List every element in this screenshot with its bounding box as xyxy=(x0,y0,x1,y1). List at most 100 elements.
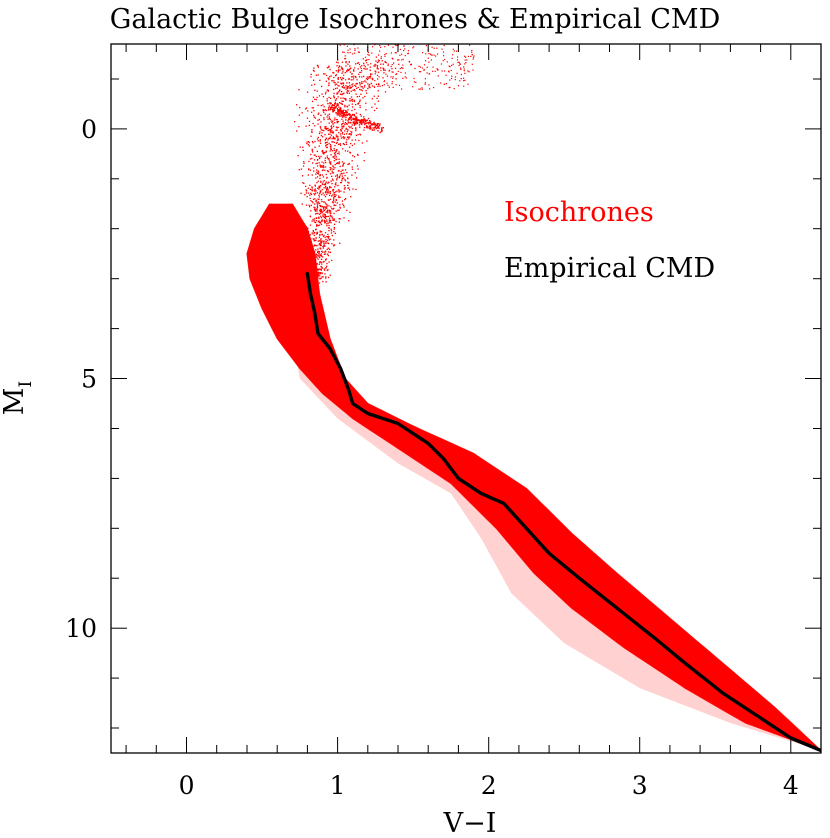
giant-branch-point xyxy=(324,221,325,222)
upper-giant-point xyxy=(424,64,425,65)
giant-branch-point xyxy=(319,252,320,253)
giant-branch-point xyxy=(322,130,323,131)
giant-branch-point xyxy=(310,210,311,211)
giant-branch-point xyxy=(339,243,340,244)
upper-giant-point xyxy=(432,71,433,72)
giant-branch-point xyxy=(312,261,313,262)
giant-branch-point xyxy=(377,78,378,79)
giant-branch-point xyxy=(355,139,356,140)
upper-giant-point xyxy=(391,66,392,67)
giant-branch-point xyxy=(334,196,335,197)
giant-branch-point xyxy=(337,185,338,186)
giant-branch-point xyxy=(323,117,324,118)
upper-giant-point xyxy=(471,50,472,51)
giant-branch-point xyxy=(325,184,326,185)
upper-giant-point xyxy=(435,56,436,57)
giant-branch-point xyxy=(333,200,334,201)
giant-branch-point xyxy=(331,80,332,81)
giant-branch-point xyxy=(363,68,364,69)
giant-branch-point xyxy=(346,139,347,140)
giant-branch-point xyxy=(358,140,359,141)
giant-branch-point xyxy=(334,229,335,230)
upper-giant-point xyxy=(379,51,380,52)
giant-branch-point xyxy=(316,232,317,233)
giant-branch-point xyxy=(345,72,346,73)
giant-branch-point xyxy=(319,178,320,179)
upper-giant-point xyxy=(386,62,387,63)
giant-branch-point xyxy=(326,204,327,205)
giant-branch-point xyxy=(334,160,335,161)
giant-branch-point xyxy=(337,210,338,211)
giant-branch-point xyxy=(320,216,321,217)
isochrone-curve xyxy=(282,204,817,748)
giant-branch-point xyxy=(329,69,330,70)
giant-branch-point xyxy=(314,125,315,126)
giant-branch-point xyxy=(377,98,378,99)
giant-branch-point xyxy=(303,150,304,151)
isochrone-curve xyxy=(284,204,817,748)
giant-branch-point xyxy=(324,128,325,129)
upper-giant-point xyxy=(406,77,407,78)
giant-branch-point xyxy=(313,238,314,239)
giant-branch-point xyxy=(317,277,318,278)
giant-branch-point xyxy=(331,183,332,184)
giant-branch-point xyxy=(323,243,324,244)
giant-branch-point xyxy=(314,154,315,155)
giant-branch-point xyxy=(357,134,358,135)
upper-giant-point xyxy=(443,51,444,52)
giant-branch-point xyxy=(320,266,321,267)
giant-branch-point xyxy=(342,126,343,127)
giant-branch-point xyxy=(328,78,329,79)
giant-branch-point xyxy=(335,88,336,89)
giant-branch-point xyxy=(347,129,348,130)
giant-branch-point xyxy=(337,85,338,86)
upper-giant-point xyxy=(392,81,393,82)
giant-branch-point xyxy=(342,132,343,133)
giant-branch-point xyxy=(320,239,321,240)
giant-branch-point xyxy=(328,230,329,231)
upper-giant-point xyxy=(440,82,441,83)
giant-branch-point xyxy=(345,129,346,130)
upper-giant-point xyxy=(351,76,352,77)
giant-branch-point xyxy=(343,205,344,206)
giant-branch-point xyxy=(334,117,335,118)
x-tick-label: 2 xyxy=(481,771,497,800)
red-clump-point xyxy=(345,119,346,120)
giant-branch-point xyxy=(321,206,322,207)
giant-branch-point xyxy=(333,131,334,132)
isochrone-curve xyxy=(290,204,818,748)
upper-giant-point xyxy=(345,55,346,56)
x-tick-label: 0 xyxy=(179,771,195,800)
upper-giant-point xyxy=(396,52,397,53)
giant-branch-point xyxy=(320,181,321,182)
upper-giant-point xyxy=(465,60,466,61)
giant-branch-point xyxy=(385,70,386,71)
red-clump-point xyxy=(380,132,381,133)
giant-branch-point xyxy=(352,124,353,125)
giant-branch-point xyxy=(312,150,313,151)
giant-branch-point xyxy=(343,121,344,122)
giant-branch-point xyxy=(340,207,341,208)
giant-branch-point xyxy=(327,191,328,192)
giant-branch-point xyxy=(336,127,337,128)
giant-branch-point xyxy=(347,109,348,110)
giant-branch-point xyxy=(320,209,321,210)
giant-branch-point xyxy=(343,143,344,144)
giant-branch-point xyxy=(317,65,318,66)
giant-branch-point xyxy=(342,77,343,78)
giant-branch-point xyxy=(307,242,308,243)
giant-branch-point xyxy=(319,269,320,270)
upper-giant-point xyxy=(384,54,385,55)
giant-branch-point xyxy=(327,242,328,243)
giant-branch-point xyxy=(319,131,320,132)
giant-branch-point xyxy=(304,194,305,195)
giant-branch-point xyxy=(326,206,327,207)
giant-branch-point xyxy=(319,193,320,194)
red-clump-point xyxy=(349,114,350,115)
giant-branch-point xyxy=(337,202,338,203)
upper-giant-point xyxy=(431,59,432,60)
giant-branch-point xyxy=(309,205,310,206)
giant-branch-point xyxy=(348,137,349,138)
giant-branch-point xyxy=(330,137,331,138)
giant-branch-point xyxy=(328,227,329,228)
